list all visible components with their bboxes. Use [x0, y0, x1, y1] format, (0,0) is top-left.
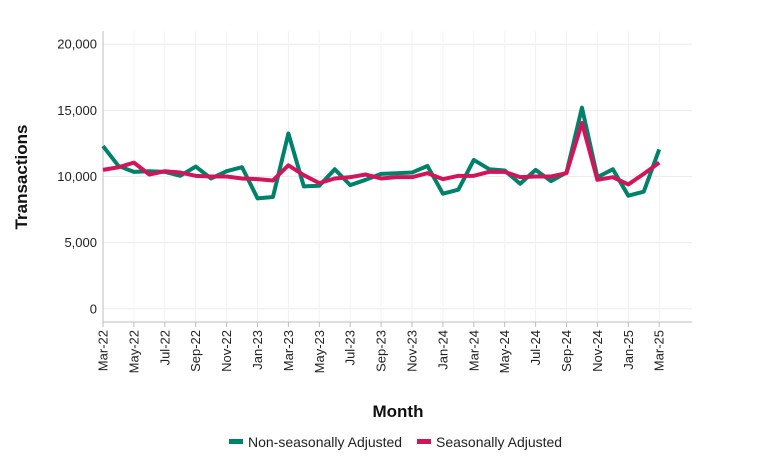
x-tick-label: Jan-24 — [435, 330, 450, 370]
x-tick-label: Jul-23 — [343, 330, 358, 365]
x-tick-label: Mar-22 — [96, 330, 111, 371]
series-line-seasonally-adjusted — [102, 120, 661, 187]
x-tick-label: May-23 — [312, 330, 327, 373]
x-tick-label: Nov-22 — [219, 330, 234, 372]
y-tick-label: 15,000 — [57, 103, 97, 118]
legend-label-seasonally-adjusted: Seasonally Adjusted — [436, 434, 562, 450]
series-lines — [101, 105, 662, 201]
legend-swatch-non-seasonally-adjusted — [229, 439, 243, 444]
x-tick-label: Jan-25 — [621, 330, 636, 370]
x-tick-label: Jul-22 — [157, 330, 172, 365]
x-tick-label: May-24 — [497, 330, 512, 373]
legend-swatch-seasonally-adjusted — [417, 439, 431, 444]
x-tick-label: Mar-25 — [652, 330, 667, 371]
y-tick-labels: 0 5,000 10,000 15,000 20,000 — [57, 37, 97, 317]
x-tick-label: Jan-23 — [250, 330, 265, 370]
x-tick-label: Sep-24 — [559, 330, 574, 372]
x-tick-label: Nov-23 — [405, 330, 420, 372]
y-tick-label: 0 — [90, 301, 97, 316]
x-tick-label: May-22 — [126, 330, 141, 373]
y-tick-label: 20,000 — [57, 37, 97, 52]
x-tick-label: Mar-24 — [466, 330, 481, 371]
x-tick-label: Nov-24 — [590, 330, 605, 372]
x-tick-label: Jul-24 — [528, 330, 543, 365]
y-tick-label: 5,000 — [64, 235, 97, 250]
x-axis-title: Month — [373, 402, 424, 421]
x-tick-labels: Mar-22 May-22 Jul-22 Sep-22 Nov-22 Jan-23 Mar-… — [96, 330, 667, 373]
y-tick-label: 10,000 — [57, 169, 97, 184]
x-tick-label: Mar-23 — [281, 330, 296, 371]
x-tick-label: Sep-23 — [374, 330, 389, 372]
legend-label-non-seasonally-adjusted: Non-seasonally Adjusted — [248, 434, 402, 450]
x-tick-label: Sep-22 — [188, 330, 203, 372]
axes — [102, 31, 692, 323]
legend: Non-seasonally Adjusted Seasonally Adjus… — [229, 434, 562, 450]
y-axis-title: Transactions — [12, 125, 31, 230]
